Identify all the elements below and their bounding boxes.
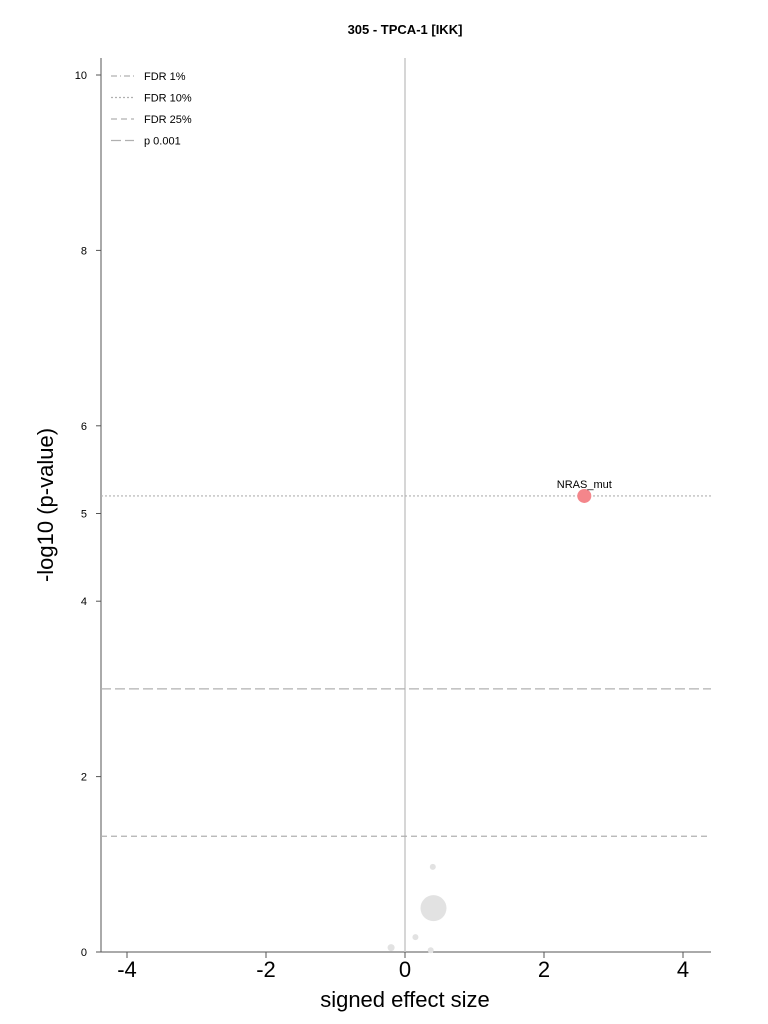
y-axis-label: -log10 (p-value) [33,428,58,582]
point-label: NRAS_mut [557,479,612,491]
x-tick-label: -2 [256,957,276,982]
y-tick-label: 10 [75,70,87,82]
x-tick-label: 0 [399,957,411,982]
legend-label: FDR 1% [144,71,186,83]
y-tick-label: 4 [81,596,87,608]
y-tick-label: 6 [81,421,87,433]
data-point [412,934,419,941]
y-tick-label: 0 [81,947,87,959]
chart-title: 305 - TPCA-1 [IKK] [348,22,463,37]
legend-label: FDR 10% [144,93,192,105]
x-tick-label: -4 [117,957,137,982]
legend-label: p 0.001 [144,136,181,148]
data-point [420,895,447,922]
highlighted-point [577,488,592,503]
x-tick-label: 4 [677,957,689,982]
x-axis-label: signed effect size [320,987,490,1012]
data-point [427,947,434,954]
y-tick-label: 5 [81,509,87,521]
legend-label: FDR 25% [144,114,192,126]
data-point [387,944,395,952]
legend: FDR 1% FDR 10% FDR 25% p 0.001 [111,71,192,148]
y-tick-label: 2 [81,772,87,784]
x-tick-label: 2 [538,957,550,982]
data-point [429,863,436,870]
y-tick-label: 8 [81,245,87,257]
